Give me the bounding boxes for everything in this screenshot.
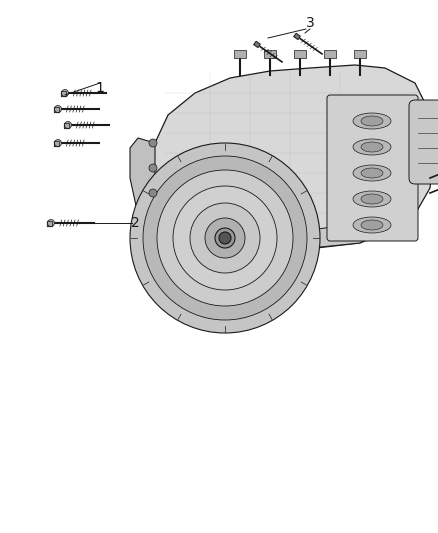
Circle shape <box>173 186 277 290</box>
Circle shape <box>47 220 54 227</box>
Circle shape <box>219 232 231 244</box>
Ellipse shape <box>361 116 383 126</box>
Ellipse shape <box>361 168 383 178</box>
Text: 2: 2 <box>131 216 139 230</box>
Text: 1: 1 <box>95 81 104 95</box>
Polygon shape <box>61 91 66 95</box>
Bar <box>354 50 366 58</box>
Polygon shape <box>254 42 260 47</box>
Bar <box>294 50 306 58</box>
Ellipse shape <box>353 113 391 129</box>
FancyBboxPatch shape <box>409 100 438 184</box>
Text: 3: 3 <box>306 16 314 30</box>
Circle shape <box>54 140 61 147</box>
Circle shape <box>190 203 260 273</box>
Polygon shape <box>175 213 390 250</box>
Circle shape <box>149 164 157 172</box>
Ellipse shape <box>353 217 391 233</box>
Bar <box>324 50 336 58</box>
Ellipse shape <box>353 165 391 181</box>
Bar <box>264 50 276 58</box>
Polygon shape <box>54 141 59 146</box>
Ellipse shape <box>353 139 391 155</box>
Ellipse shape <box>361 142 383 152</box>
Circle shape <box>61 90 68 96</box>
FancyBboxPatch shape <box>327 95 418 241</box>
Circle shape <box>149 139 157 147</box>
Polygon shape <box>152 65 435 251</box>
Ellipse shape <box>361 194 383 204</box>
Bar <box>234 50 246 58</box>
Polygon shape <box>64 123 68 127</box>
Circle shape <box>54 106 61 112</box>
Circle shape <box>130 143 320 333</box>
Polygon shape <box>47 221 52 225</box>
Polygon shape <box>130 138 155 228</box>
Circle shape <box>149 189 157 197</box>
Circle shape <box>143 156 307 320</box>
Circle shape <box>157 170 293 306</box>
Polygon shape <box>294 34 300 39</box>
Polygon shape <box>54 107 59 111</box>
Ellipse shape <box>361 220 383 230</box>
Circle shape <box>64 122 71 128</box>
Circle shape <box>215 228 235 248</box>
Circle shape <box>205 218 245 258</box>
Ellipse shape <box>353 191 391 207</box>
